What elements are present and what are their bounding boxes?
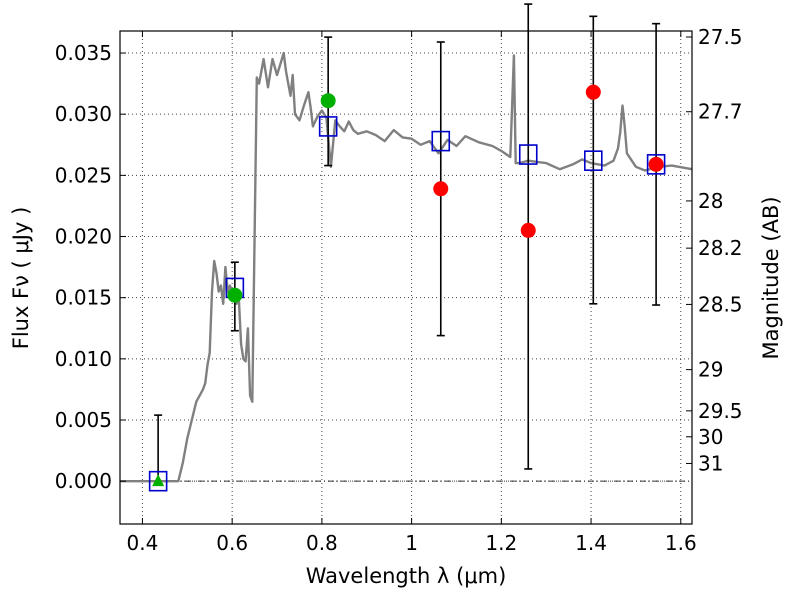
mag-tick-label: 29.5 <box>698 399 743 423</box>
upper-limit-triangle <box>152 474 165 487</box>
x-tick-label: 0.6 <box>216 531 248 555</box>
x-axis: 0.4 0.6 0.8 1 1.2 1.4 1.6 <box>127 31 697 555</box>
plot-frame <box>119 30 693 525</box>
mag-tick-label: 28.2 <box>698 236 743 260</box>
y-tick-label: 0.010 <box>55 347 112 371</box>
model-photometry-square <box>148 470 168 492</box>
model-photometry-series <box>148 116 666 492</box>
x-tick-label: 1.6 <box>665 531 697 555</box>
x-tick-label: 0.4 <box>127 531 159 555</box>
error-bars <box>154 3 661 482</box>
x-tick-label: 1 <box>405 531 418 555</box>
model-photometry-square <box>646 154 666 175</box>
grid <box>120 31 692 524</box>
y-tick-label: 0.020 <box>55 225 112 249</box>
y-tick-label: 0.005 <box>55 408 112 432</box>
red-measurement-point <box>585 84 601 100</box>
red-measurement-point <box>648 156 664 172</box>
y-tick-label: 0.030 <box>55 102 112 126</box>
mag-tick-label: 27.5 <box>698 25 743 49</box>
spectrum-line <box>120 51 693 483</box>
y2-axis-title: Magnitude (AB) <box>759 196 783 359</box>
mag-tick-label: 29 <box>698 358 723 382</box>
model-photometry-square <box>584 150 603 171</box>
model-photometry-square <box>518 144 538 165</box>
y-axis-title: Flux Fν ( μJy ) <box>9 207 33 350</box>
mag-tick-label: 27.7 <box>698 100 743 124</box>
y-tick-label: 0.000 <box>55 469 112 493</box>
red-measurement-point <box>433 181 449 197</box>
mag-tick-label: 31 <box>698 451 723 475</box>
y-tick-label: 0.015 <box>55 286 112 310</box>
mag-tick-label: 28.5 <box>698 292 743 316</box>
x-axis-title: Wavelength λ (μm) <box>306 564 507 588</box>
x-tick-label: 1.2 <box>485 531 517 555</box>
y-tick-label: 0.035 <box>55 41 112 65</box>
mag-tick-label: 30 <box>698 425 723 449</box>
x-tick-label: 1.4 <box>575 531 607 555</box>
measurement-markers <box>152 84 664 487</box>
x-tick-label: 0.8 <box>306 531 338 555</box>
model-photometry-square <box>431 130 451 152</box>
y-axis-left: 0.000 0.005 0.010 0.015 0.020 0.025 0.030 0.035 <box>55 41 126 493</box>
model-photometry-square <box>318 116 338 137</box>
green-detection-point <box>227 287 243 303</box>
y-tick-label: 0.025 <box>55 163 112 187</box>
red-measurement-point <box>520 222 536 238</box>
mag-tick-label: 28 <box>698 189 723 213</box>
spectrum-series <box>120 51 693 483</box>
green-detection-point <box>320 93 336 109</box>
